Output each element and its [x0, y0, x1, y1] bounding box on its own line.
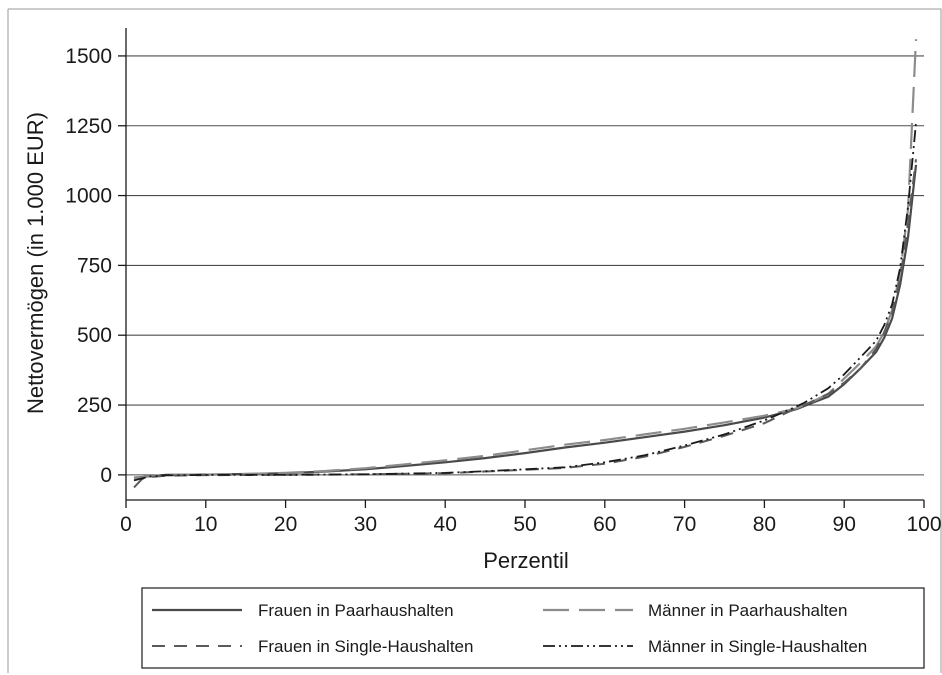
series-line-1	[133, 164, 918, 479]
legend-label-2: Männer in Paarhaushalten	[648, 601, 847, 620]
x-tick-labels: 0 10 20 30 40 50 60 70 80 90 100	[120, 500, 942, 536]
series-lines	[133, 39, 918, 489]
y-tick-labels: 0 250 500 750 1000 1250 1500	[65, 45, 126, 487]
x-tick-label-30: 30	[354, 513, 377, 536]
legend-label-1: Frauen in Paarhaushalten	[258, 601, 454, 620]
y-tick-label-500: 500	[77, 324, 112, 347]
x-tick-label-80: 80	[753, 513, 776, 536]
x-tick-label-60: 60	[593, 513, 616, 536]
x-axis-title: Perzentil	[483, 548, 569, 573]
x-tick-label-90: 90	[833, 513, 856, 536]
y-axis-title: Nettovermögen (in 1.000 EUR)	[23, 112, 48, 414]
y-tick-label-0: 0	[100, 464, 112, 487]
x-tick-label-20: 20	[274, 513, 297, 536]
y-tick-label-1000: 1000	[65, 185, 112, 208]
y-tick-label-750: 750	[77, 254, 112, 277]
y-tick-label-1500: 1500	[65, 45, 112, 68]
series-line-4	[133, 122, 917, 482]
x-tick-label-0: 0	[120, 513, 132, 536]
figure-frame	[8, 8, 942, 673]
legend: Frauen in Paarhaushalten Männer in Paarha…	[141, 587, 925, 669]
grid-lines	[126, 55, 924, 476]
x-tick-label-100: 100	[906, 513, 941, 536]
y-tick-label-250: 250	[77, 394, 112, 417]
x-tick-label-10: 10	[194, 513, 217, 536]
y-tick-label-1250: 1250	[65, 115, 112, 138]
legend-label-4: Männer in Single-Haushalten	[648, 637, 867, 656]
series-line-3	[133, 159, 917, 489]
x-tick-label-50: 50	[513, 513, 536, 536]
legend-label-3: Frauen in Single-Haushalten	[258, 637, 473, 656]
series-line-2	[133, 39, 918, 480]
legend-box	[141, 587, 925, 669]
x-tick-label-40: 40	[434, 513, 457, 536]
x-tick-label-70: 70	[673, 513, 696, 536]
